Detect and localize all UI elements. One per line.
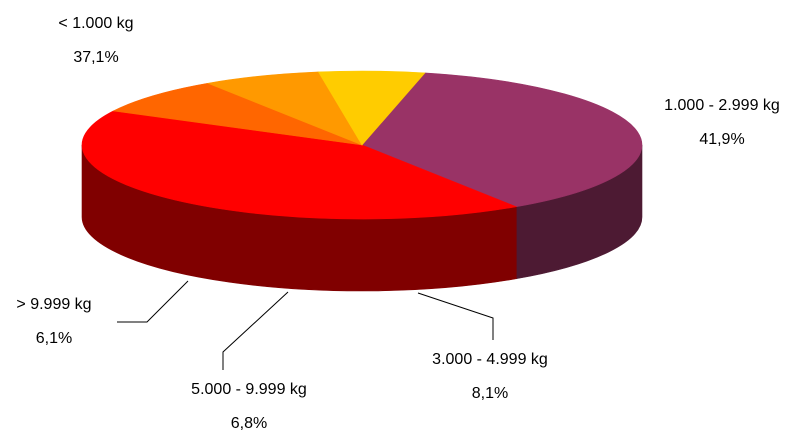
leader-line-9-999-kg <box>117 280 189 323</box>
pie-slice-5-000-9-999-kg <box>206 71 363 146</box>
slice-label-1-000-2-999-kg: 1.000 - 2.999 kg <box>664 97 780 114</box>
slice-label-1-000-kg: < 1.000 kg <box>58 15 133 32</box>
slice-percent-5-000-9-999-kg: 6,8% <box>231 415 267 432</box>
pie-slice-3-000-4-999-kg <box>112 82 363 146</box>
pie-slice-1-000-2-999-kg <box>81 110 518 220</box>
pie-slice-9-999-kg <box>317 70 426 146</box>
slice-label-3-000-4-999-kg: 3.000 - 4.999 kg <box>432 351 548 368</box>
slice-labels: < 1.000 kg 37,1% 1.000 - 2.999 kg 41,9% 3.00… <box>16 15 779 432</box>
slice-percent-1-000-kg: 37,1% <box>73 49 118 66</box>
slice-percent-3-000-4-999-kg: 8,1% <box>472 385 508 402</box>
leader-lines <box>117 280 494 370</box>
leader-line-3-000-4-999-kg <box>417 292 494 340</box>
leader-line-5-000-9-999-kg <box>222 291 289 370</box>
slice-percent-9-999-kg: 6,1% <box>36 330 72 347</box>
slice-percent-1-000-2-999-kg: 41,9% <box>699 131 744 148</box>
pie-top-layer <box>81 70 643 220</box>
pie-slice-1-000-kg <box>361 72 643 208</box>
slice-label-5-000-9-999-kg: 5.000 - 9.999 kg <box>191 381 307 398</box>
slice-label-9-999-kg: > 9.999 kg <box>16 296 91 313</box>
